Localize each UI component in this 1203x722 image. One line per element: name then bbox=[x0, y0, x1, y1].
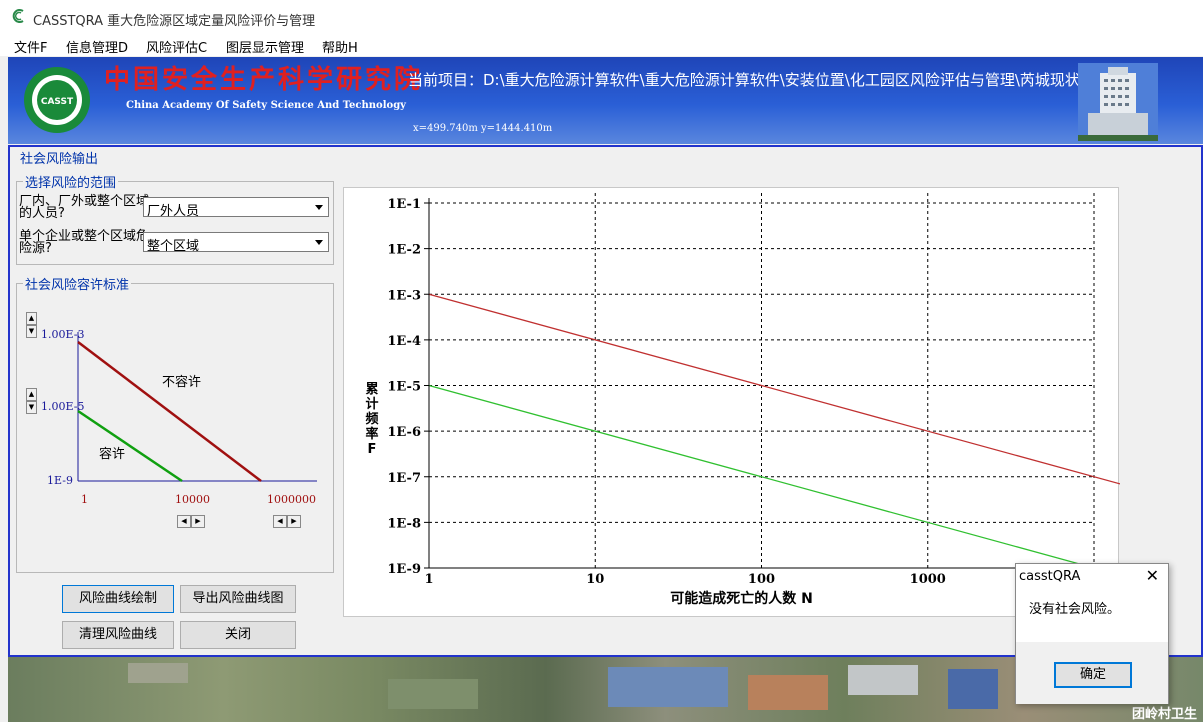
panel-title: 社会风险输出 bbox=[18, 148, 101, 167]
menu-info-management[interactable]: 信息管理D bbox=[66, 41, 129, 56]
axis-layer bbox=[424, 198, 1094, 569]
close-button[interactable]: 关闭 bbox=[180, 621, 296, 649]
spin-left-icon[interactable]: ◀ bbox=[177, 515, 191, 528]
personnel-scope-select[interactable]: 厂外人员 bbox=[143, 197, 329, 219]
intolerable-label: 不容许 bbox=[162, 374, 201, 390]
building-image-icon bbox=[1078, 63, 1158, 141]
map-background[interactable]: 团岭村卫生 bbox=[8, 657, 1203, 722]
hazard-scope-value: 整个区域 bbox=[147, 239, 200, 254]
upper-limit-value: 1.00E-3 bbox=[41, 328, 84, 341]
emblem-text: CASST bbox=[41, 97, 74, 107]
grid-layer bbox=[429, 193, 1095, 569]
x-tick-label: 1000 bbox=[910, 572, 946, 587]
mini-y-min: 1E-9 bbox=[47, 474, 73, 487]
org-name-en: China Academy Of Safety Science And Tech… bbox=[126, 100, 406, 111]
casst-emblem-icon: CASST bbox=[24, 67, 90, 133]
x-axis-title: 可能造成死亡的人数 N bbox=[670, 590, 813, 607]
series-line-1 bbox=[428, 384, 1145, 583]
spin-up-icon[interactable]: ▲ bbox=[26, 388, 37, 401]
q1-label: 厂内、厂外或整个区域的人员? bbox=[19, 194, 150, 221]
draw-risk-curve-button[interactable]: 风险曲线绘制 bbox=[62, 585, 174, 613]
y-tick-label: 1E-5 bbox=[387, 380, 421, 395]
y-axis-title: 累计频率 F bbox=[365, 381, 378, 457]
menu-bar: 文件F 信息管理D 风险评估C 图层显示管理 帮助H bbox=[0, 34, 1203, 56]
window-title: CASSTQRA 重大危险源区域定量风险评价与管理 bbox=[33, 14, 316, 29]
org-name-cn: 中国安全生产科学研究院 bbox=[104, 65, 424, 95]
x-tick-label: 100 bbox=[748, 572, 775, 587]
map-field bbox=[128, 663, 188, 683]
lower-limit-spinner[interactable]: ▲ ▼ bbox=[26, 388, 37, 416]
risk-range-group: 选择风险的范围 厂内、厂外或整个区域的人员? 厂外人员 单个企业或整个区域危险源… bbox=[16, 172, 334, 265]
y-tick-label: 1E-1 bbox=[387, 197, 421, 212]
y-tick-label: 1E-7 bbox=[387, 471, 421, 486]
series-layer bbox=[428, 293, 1145, 583]
social-risk-output-panel: 社会风险输出 选择风险的范围 厂内、厂外或整个区域的人员? 厂外人员 单个企业或… bbox=[8, 145, 1203, 657]
upper-limit-spinner[interactable]: ▲ ▼ bbox=[26, 312, 37, 340]
chevron-down-icon[interactable] bbox=[311, 199, 327, 215]
menu-file[interactable]: 文件F bbox=[14, 41, 48, 56]
risk-criteria-group: 社会风险容许标准 ▲ ▼ ▲ ▼ 1.00E-3 1.00E-5 1E-9 1 … bbox=[16, 274, 334, 573]
mini-x-max: 1000000 bbox=[267, 493, 316, 506]
risk-range-group-title: 选择风险的范围 bbox=[23, 172, 119, 191]
x-tick-label: 10 bbox=[586, 572, 604, 587]
mid-x-spinner[interactable]: ◀ ▶ bbox=[177, 515, 207, 528]
mini-x-min: 1 bbox=[81, 493, 88, 506]
village-label: 团岭村卫生 bbox=[1131, 707, 1197, 722]
series-line-0 bbox=[428, 293, 1145, 492]
personnel-scope-value: 厂外人员 bbox=[147, 204, 200, 219]
max-x-spinner[interactable]: ◀ ▶ bbox=[273, 515, 303, 528]
app-logo-icon bbox=[12, 9, 24, 23]
banner: CASST 中国安全生产科学研究院 China Academy Of Safet… bbox=[8, 57, 1203, 144]
fn-curve-svg: 1E-1 1E-2 1E-3 1E-4 1E-5 1E-6 1E-7 1E-8 1E-91 10 1… bbox=[365, 193, 1145, 607]
menu-risk-assessment[interactable]: 风险评估C bbox=[146, 41, 208, 56]
spin-right-icon[interactable]: ▶ bbox=[191, 515, 205, 528]
risk-criteria-group-title: 社会风险容许标准 bbox=[23, 274, 132, 293]
label-layer: 1E-1 1E-2 1E-3 1E-4 1E-5 1E-6 1E-7 1E-8 1E-91 10 1… bbox=[365, 197, 945, 607]
title-bar: CASSTQRA 重大危险源区域定量风险评价与管理 bbox=[0, 0, 1203, 34]
y-tick-label: 1E-8 bbox=[387, 516, 421, 531]
spin-left-icon[interactable]: ◀ bbox=[273, 515, 287, 528]
message-dialog: casstQRA ✕ 没有社会风险。 确定 bbox=[1015, 563, 1169, 704]
criteria-mini-chart: 1.00E-3 1.00E-5 1E-9 1 10000 1000000 不容许… bbox=[41, 328, 317, 506]
tolerable-line bbox=[77, 409, 183, 483]
map-field bbox=[388, 679, 478, 709]
clear-risk-curve-button[interactable]: 清理风险曲线 bbox=[62, 621, 174, 649]
export-risk-curve-button[interactable]: 导出风险曲线图 bbox=[180, 585, 296, 613]
dialog-message: 没有社会风险。 bbox=[1029, 602, 1121, 617]
y-tick-label: 1E-6 bbox=[387, 425, 421, 440]
spin-down-icon[interactable]: ▼ bbox=[26, 401, 37, 414]
mini-x-mid: 10000 bbox=[175, 493, 210, 506]
lower-limit-value: 1.00E-5 bbox=[41, 400, 84, 413]
tolerable-label: 容许 bbox=[99, 446, 125, 462]
map-building bbox=[748, 675, 828, 710]
q2-label: 单个企业或整个区域危险源? bbox=[19, 229, 150, 256]
y-tick-label: 1E-3 bbox=[387, 288, 421, 303]
menu-help[interactable]: 帮助H bbox=[322, 41, 358, 56]
map-building bbox=[948, 669, 998, 709]
map-building bbox=[608, 667, 728, 707]
x-tick-label: 1 bbox=[424, 572, 433, 587]
y-tick-label: 1E-4 bbox=[387, 334, 421, 349]
cursor-coords: x=499.740m y=1444.410m bbox=[413, 123, 553, 134]
map-building bbox=[848, 665, 918, 695]
ok-button[interactable]: 确定 bbox=[1054, 662, 1132, 688]
spin-up-icon[interactable]: ▲ bbox=[26, 312, 37, 325]
y-tick-label: 1E-2 bbox=[387, 243, 421, 258]
dialog-title: casstQRA bbox=[1019, 569, 1081, 584]
current-project-path: 当前项目：D:\重大危险源计算软件\重大危险源计算软件\安装位置\化工园区风险评… bbox=[408, 71, 1080, 89]
hazard-scope-select[interactable]: 整个区域 bbox=[143, 232, 329, 254]
intolerable-line bbox=[77, 341, 262, 482]
spin-right-icon[interactable]: ▶ bbox=[287, 515, 301, 528]
close-icon[interactable]: ✕ bbox=[1145, 566, 1159, 585]
chevron-down-icon[interactable] bbox=[311, 234, 327, 250]
y-tick-label: 1E-9 bbox=[387, 562, 421, 577]
fn-curve-chart: 1E-1 1E-2 1E-3 1E-4 1E-5 1E-6 1E-7 1E-8 1E-9 1 10 1… bbox=[343, 187, 1145, 617]
dialog-footer: 确定 bbox=[1016, 642, 1168, 704]
menu-layer-display[interactable]: 图层显示管理 bbox=[226, 41, 305, 56]
spin-down-icon[interactable]: ▼ bbox=[26, 325, 37, 338]
